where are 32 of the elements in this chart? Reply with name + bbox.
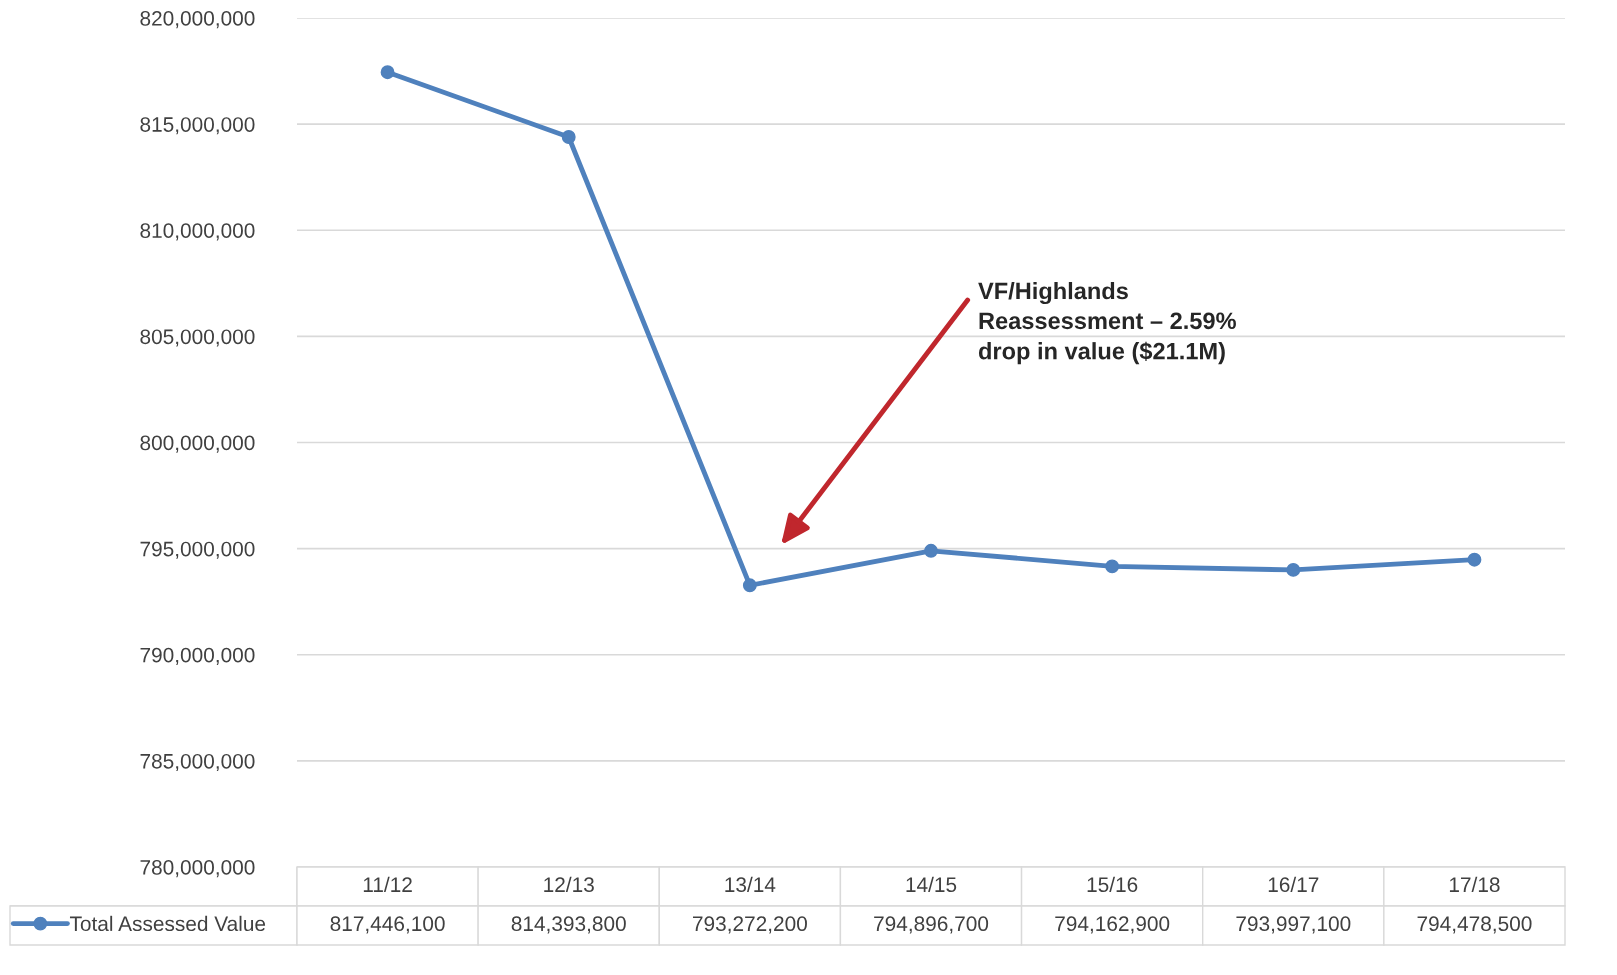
x-tick-label: 14/15 bbox=[906, 876, 957, 893]
x-tick-label: 11/12 bbox=[363, 876, 412, 893]
data-label: 794,162,900 bbox=[1055, 916, 1170, 934]
x-tick-label: 13/14 bbox=[725, 876, 776, 893]
x-tick-label: 12/13 bbox=[544, 876, 594, 893]
x-tick-label: 15/16 bbox=[1087, 876, 1138, 893]
y-tick-label: 785,000,000 bbox=[140, 753, 255, 772]
x-tick-label: 17/18 bbox=[1449, 876, 1500, 893]
y-tick-label: 820,000,000 bbox=[140, 11, 255, 29]
data-label: 817,446,100 bbox=[330, 916, 445, 934]
data-label: 794,478,500 bbox=[1417, 916, 1532, 934]
y-tick-label: 800,000,000 bbox=[140, 435, 255, 453]
data-label: 794,896,700 bbox=[874, 916, 989, 934]
annotation: VF/Highlands Reassessment – 2.59% drop in value ($21.1M) bbox=[978, 282, 1236, 365]
y-tick-label: 790,000,000 bbox=[140, 647, 255, 665]
data-label: 793,272,200 bbox=[693, 916, 807, 934]
y-tick-label: 815,000,000 bbox=[140, 117, 255, 135]
point bbox=[561, 130, 576, 144]
point bbox=[1467, 552, 1482, 567]
point bbox=[924, 543, 938, 558]
data-label: 793,997,100 bbox=[1236, 916, 1351, 934]
point bbox=[380, 65, 395, 80]
point bbox=[742, 578, 757, 593]
y-tick-label: 810,000,000 bbox=[140, 223, 255, 241]
point bbox=[1286, 562, 1301, 577]
y-tick-label: 805,000,000 bbox=[140, 329, 255, 347]
data-label: 814,393,800 bbox=[511, 916, 626, 934]
point bbox=[1105, 559, 1120, 574]
x-tick-label: 16/17 bbox=[1268, 876, 1319, 893]
y-tick-label: 780,000,000 bbox=[140, 860, 255, 878]
y-tick-label: 795,000,000 bbox=[140, 541, 255, 559]
legend-label: Total Assessed Value bbox=[69, 915, 266, 932]
